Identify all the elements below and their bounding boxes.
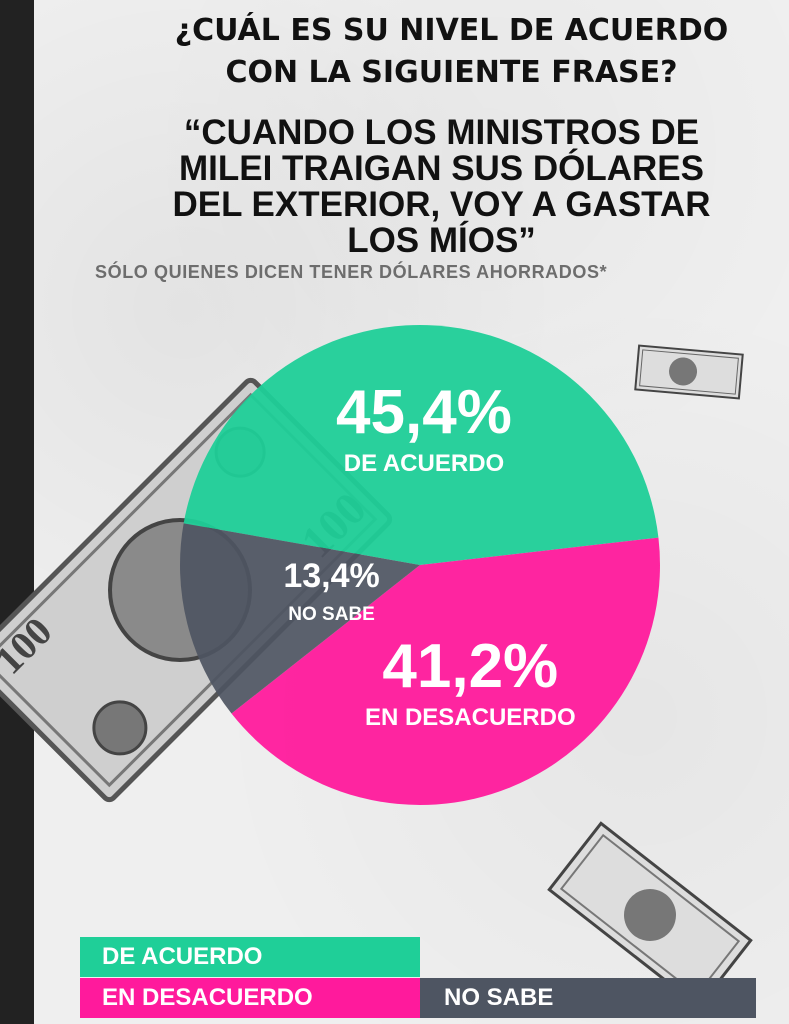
slice-value-label: 13,4%	[283, 557, 379, 595]
legend-item-no-sabe: NO SABE	[420, 978, 756, 1018]
quote-line-4: LOS MÍOS”	[347, 221, 536, 260]
quote-line-3: DEL EXTERIOR, VOY A GASTAR	[172, 185, 711, 224]
pie-slice-en-desacuerdo	[231, 537, 660, 805]
slice-category-label: NO SABE	[288, 604, 375, 625]
slice-value-label: 45,4%	[336, 378, 512, 447]
slice-category-label: DE ACUERDO	[344, 450, 504, 477]
question-line-2: CON LA SIGUIENTE FRASE?	[225, 55, 678, 90]
legend-item-en-desacuerdo: EN DESACUERDO	[80, 978, 420, 1018]
legend-item-de-acuerdo: DE ACUERDO	[80, 937, 420, 977]
pie-slice-no-sabe	[180, 523, 420, 714]
quote-line-2: MILEI TRAIGAN SUS DÓLARES	[178, 149, 705, 188]
quote-line-1: “CUANDO LOS MINISTROS DE	[183, 113, 700, 152]
sample-note: SÓLO QUIENES DICEN TENER DÓLARES AHORRAD…	[95, 262, 608, 282]
question-line-1: ¿CUÁL ES SU NIVEL DE ACUERDO	[174, 13, 729, 48]
pie-slice-de-acuerdo	[183, 325, 659, 565]
banknote-illustration-top-right	[634, 344, 744, 400]
slice-category-label: EN DESACUERDO	[365, 704, 576, 731]
slice-value-label: 41,2%	[382, 632, 558, 701]
left-border	[0, 0, 34, 1024]
banknote-illustration-bottom-right	[547, 821, 753, 1009]
